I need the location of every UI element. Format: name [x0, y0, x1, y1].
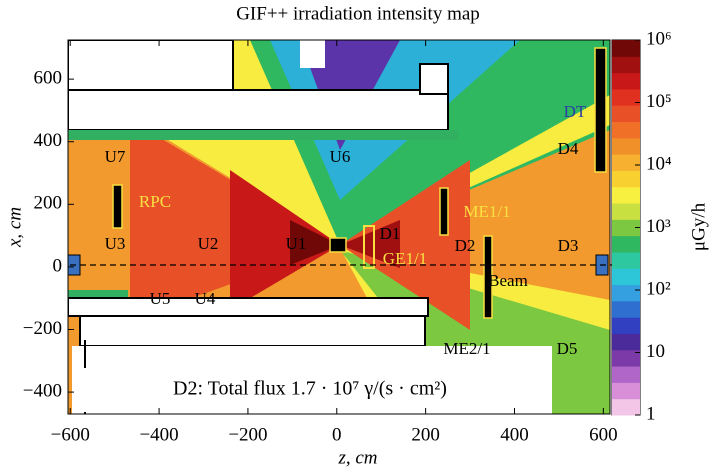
annotation: U4: [195, 289, 216, 308]
x-tick-label: 0: [332, 424, 342, 445]
colorbar-band: [612, 366, 640, 383]
colorbar-tick-label: 10²: [646, 278, 671, 299]
colorbar-band: [612, 186, 640, 204]
colorbar-band: [612, 300, 640, 318]
annotation: U6: [330, 147, 351, 166]
colorbar-band: [612, 317, 640, 334]
colorbar-band: [612, 154, 640, 171]
colorbar-band: [612, 121, 640, 139]
colorbar-band: [612, 203, 640, 220]
colorbar-tick-label: 10³: [646, 216, 671, 237]
y-tick-label: 0: [53, 255, 63, 276]
plot-frame: [67, 39, 611, 415]
y-tick-label: 600: [34, 67, 63, 88]
annotation: D4: [558, 139, 579, 158]
colorbar-band: [612, 137, 640, 155]
annotation: GE1/1: [383, 249, 427, 268]
colorbar-band: [612, 88, 640, 106]
colorbar-tick-label: 10: [646, 341, 665, 362]
colorbar-tick-label: 10⁶: [646, 28, 672, 49]
colorbar-band: [612, 398, 640, 416]
x-tick-label: −400: [139, 424, 178, 445]
y-tick-label: −200: [23, 318, 62, 339]
colorbar-band: [612, 235, 640, 253]
colorbar-tick-label: 10⁴: [646, 153, 672, 174]
colorbar-band: [612, 251, 640, 269]
intensity-map: [68, 40, 610, 414]
annotation: U5: [150, 289, 171, 308]
x-tick-label: 600: [589, 424, 618, 445]
colorbar-label: μGy/h: [688, 202, 709, 251]
annotation: ME2/1: [443, 339, 490, 358]
annotation: RPC: [139, 192, 171, 211]
colorbar-band: [612, 333, 640, 351]
annotation: U2: [198, 234, 219, 253]
annotation: U3: [105, 234, 126, 253]
chart-title: GIF++ irradiation intensity map: [236, 3, 480, 24]
annotation: D5: [557, 339, 578, 358]
y-tick-label: −400: [23, 380, 62, 401]
annotation: DT: [564, 102, 587, 121]
colorbar-band: [612, 219, 640, 237]
x-tick-label: 200: [411, 424, 440, 445]
x-axis-label: z, cm: [337, 447, 377, 468]
colorbar-band: [612, 349, 640, 367]
annotation: D2: [455, 236, 476, 255]
colorbar-tick-label: 1: [646, 403, 656, 424]
x-tick-label: −200: [228, 424, 267, 445]
annotation: U7: [105, 147, 126, 166]
colorbar-band: [612, 72, 640, 90]
y-tick-label: 200: [34, 193, 63, 214]
colorbar-band: [612, 40, 640, 57]
colorbar-band: [612, 284, 640, 302]
annotation: D1: [380, 224, 401, 243]
colorbar-band: [612, 56, 640, 74]
annotation: D2: Total flux 1.7 · 10⁷ γ/(s · cm²): [173, 378, 447, 400]
annotation: ME1/1: [463, 202, 510, 221]
colorbar-band: [612, 268, 640, 286]
x-tick-label: 400: [500, 424, 529, 445]
annotation: D3: [558, 236, 579, 255]
colorbar-band: [612, 170, 640, 188]
annotation: Beam: [488, 271, 528, 290]
x-tick-label: −600: [51, 424, 90, 445]
colorbar-tick-label: 10⁵: [646, 91, 672, 112]
colorbar-band: [612, 382, 640, 400]
colorbar-band: [612, 105, 640, 123]
y-axis-label: x, cm: [4, 207, 25, 248]
y-tick-label: 400: [34, 130, 63, 151]
annotation: U1: [286, 234, 307, 253]
